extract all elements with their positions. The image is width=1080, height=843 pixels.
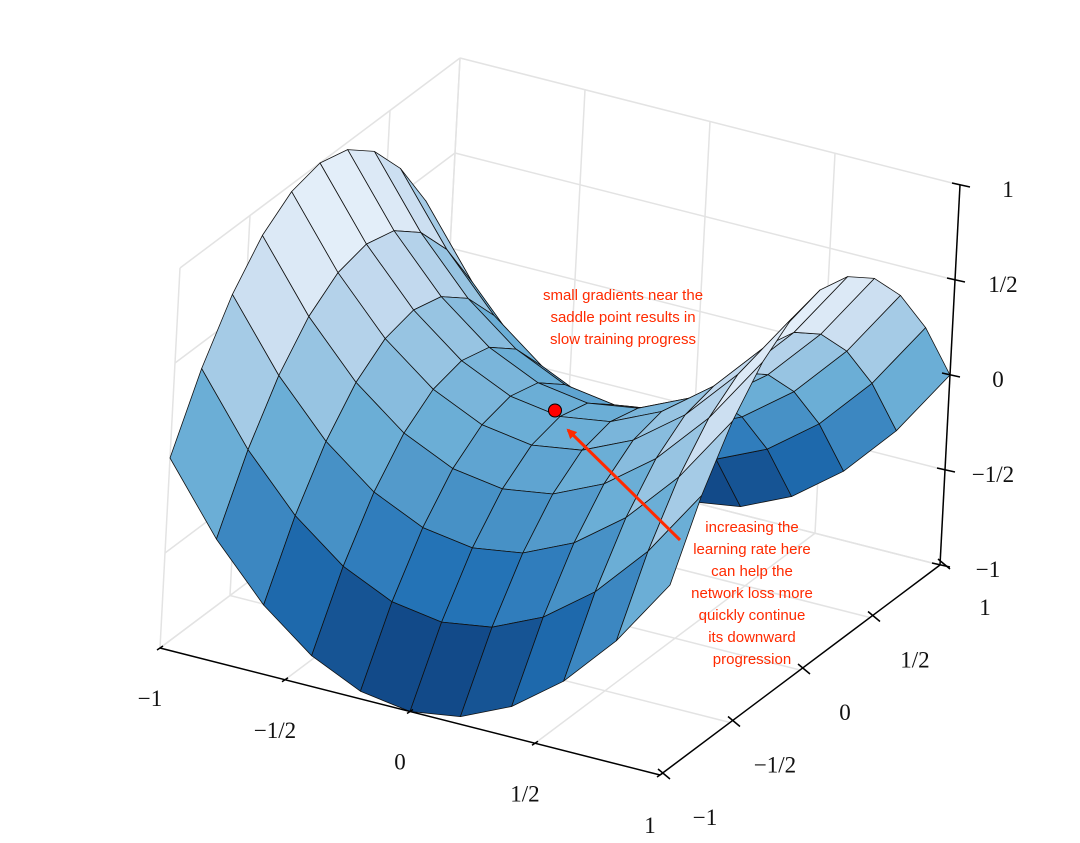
y-tick (937, 558, 951, 570)
z-tick-label: 0 (992, 367, 1004, 392)
z-tick (946, 277, 966, 283)
x-tick-label: 0 (394, 750, 406, 775)
y-tick-label: −1/2 (754, 753, 796, 778)
y-tick (657, 768, 671, 780)
annotation-text: increasing the (705, 519, 798, 536)
saddle-point (548, 403, 562, 418)
annotation-text: slow training progress (550, 331, 696, 348)
x-tick (281, 677, 289, 683)
y-axis (659, 564, 941, 776)
y-tick-label: 1 (979, 595, 991, 620)
x-tick (406, 708, 414, 715)
y-tick (867, 610, 881, 623)
z-tick-label: −1/2 (972, 462, 1014, 487)
z-tick-label: −1 (976, 557, 1000, 582)
annotation-text: learning rate here (693, 541, 811, 558)
z-tick-label: 1/2 (988, 272, 1017, 297)
z-tick-label: 1 (1002, 177, 1014, 202)
annotation-text: network loss more (691, 585, 813, 602)
surface (169, 149, 951, 717)
z-tick (951, 182, 971, 188)
y-tick (727, 715, 741, 728)
arrow (566, 428, 682, 542)
y-tick-label: 0 (839, 700, 851, 725)
annotation-text: small gradients near the (543, 287, 703, 304)
z-tick (931, 562, 951, 568)
grid-line (459, 57, 961, 186)
z-tick (936, 467, 956, 473)
annotations: small gradients near the saddle point res… (543, 287, 813, 668)
x-tick-label: 1 (644, 813, 656, 838)
x-tick-label: −1/2 (254, 718, 296, 743)
x-tick (656, 772, 664, 778)
surface-face (616, 495, 702, 642)
x-tick-label: −1 (138, 686, 162, 711)
axes: −1 −1/2 0 1/2 1 −1 −1/2 0 1/2 1 −1 −1/2 0 1/2 1 (138, 177, 1018, 838)
x-tick-label: 1/2 (510, 781, 539, 806)
x-tick (156, 645, 164, 651)
annotation-text: quickly continue (699, 607, 806, 624)
grid-line (454, 152, 956, 281)
y-tick (797, 663, 811, 675)
annotation-text: saddle point results in (550, 309, 695, 326)
z-tick (941, 372, 961, 378)
x-tick (531, 740, 539, 746)
y-tick-label: −1 (693, 805, 717, 830)
annotation-text: its downward (708, 629, 796, 646)
annotation-text: progression (713, 651, 791, 668)
y-tick-label: 1/2 (900, 648, 929, 673)
annotation-text: can help the (711, 563, 793, 580)
